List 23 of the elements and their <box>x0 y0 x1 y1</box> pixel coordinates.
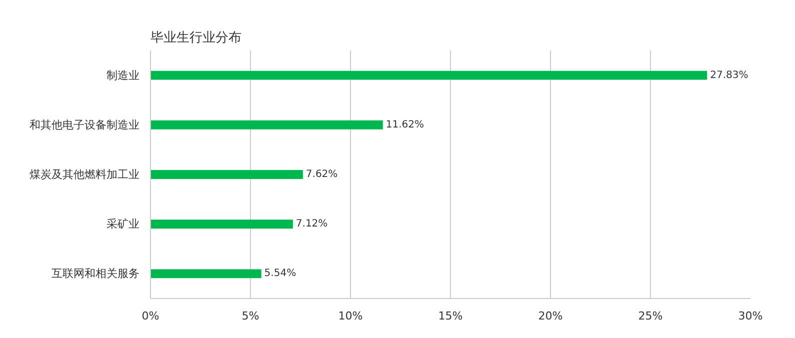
y-tick-label: 互联网和相关服务 <box>52 267 140 280</box>
x-tick-label: 25% <box>638 310 663 322</box>
chart-title: 毕业生行业分布 <box>150 30 242 46</box>
x-tick-label: 30% <box>738 310 763 322</box>
data-label: 7.12% <box>296 218 328 230</box>
data-label: 7.62% <box>306 169 338 180</box>
y-tick-label: 和其他电子设备制造业 <box>30 118 140 132</box>
data-label: 11.62% <box>386 119 424 130</box>
y-tick-label: 煤炭及其他燃料加工业 <box>30 168 140 181</box>
x-tick-label: 10% <box>338 310 363 322</box>
x-tick-label: 15% <box>438 310 463 322</box>
data-label: 5.54% <box>264 268 296 280</box>
bar <box>150 220 293 229</box>
y-tick-label: 采矿业 <box>106 218 140 231</box>
bar <box>150 269 262 278</box>
bar <box>150 120 383 130</box>
y-tick-label: 制造业 <box>106 68 140 82</box>
x-tick-label: 5% <box>242 310 260 322</box>
data-label: 27.83% <box>710 70 748 81</box>
x-tick-label: 0% <box>142 310 160 322</box>
bar <box>150 170 303 179</box>
x-tick-label: 20% <box>538 310 563 322</box>
bar <box>150 70 708 80</box>
